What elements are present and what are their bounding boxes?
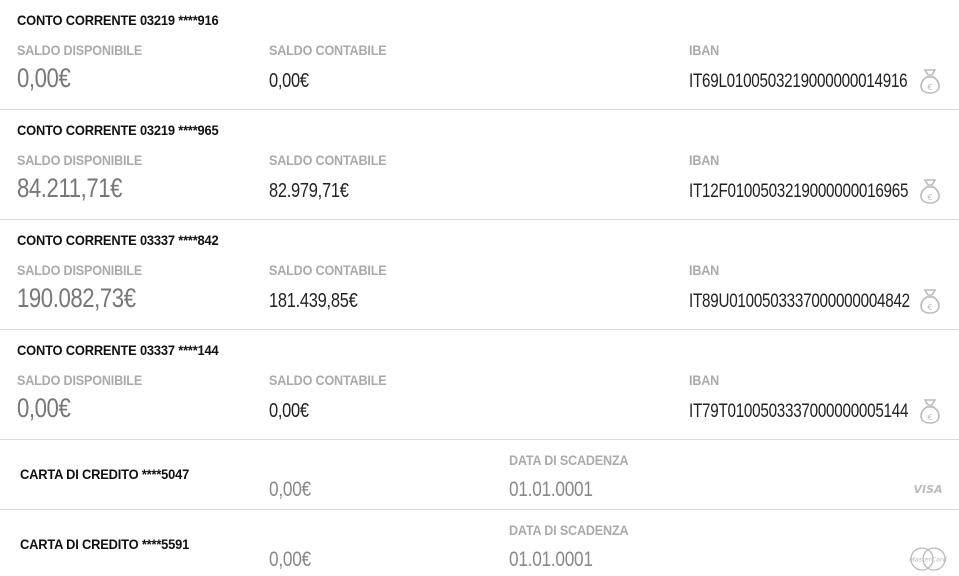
accounting-balance: 0,00€ (269, 400, 309, 422)
money-bag-euro-icon[interactable]: € (915, 66, 945, 96)
accounting-balance-label: SALDO CONTABILE (269, 372, 387, 388)
visa-logo-icon: VISA (913, 483, 942, 496)
card-title: CARTA DI CREDITO ****5047 (20, 466, 190, 482)
svg-text:€: € (927, 83, 932, 92)
card-amount: 0,00€ (269, 478, 311, 501)
expiry-date: 01.01.0001 (509, 478, 593, 501)
account-row[interactable]: CONTO CORRENTE 03219 ****965 SALDO DISPO… (0, 110, 959, 220)
accounting-balance-label: SALDO CONTABILE (269, 152, 387, 168)
available-balance-label: SALDO DISPONIBILE (17, 42, 143, 58)
credit-card-row[interactable]: CARTA DI CREDITO ****5591 0,00€ DATA DI … (0, 510, 959, 576)
available-balance-label: SALDO DISPONIBILE (17, 262, 143, 278)
account-title: CONTO CORRENTE 03337 ****144 (17, 342, 219, 358)
iban-value: IT79T0100503337000000005144 (689, 401, 909, 422)
expiry-date: 01.01.0001 (509, 548, 593, 571)
card-amount: 0,00€ (269, 548, 311, 571)
iban-label: IBAN (689, 42, 720, 58)
account-row[interactable]: CONTO CORRENTE 03219 ****916 SALDO DISPO… (0, 0, 959, 110)
accounting-balance: 0,00€ (269, 70, 309, 92)
iban-label: IBAN (689, 262, 720, 278)
iban-value: IT69L0100503219000000014916 (689, 71, 908, 92)
available-balance: 84.211,71€ (17, 173, 123, 203)
visa-brand-text: VISA (913, 483, 942, 496)
accounting-balance-label: SALDO CONTABILE (269, 262, 387, 278)
accounting-balance: 181.439,85€ (269, 290, 358, 312)
mastercard-brand-text: MasterCard (909, 556, 947, 564)
account-title: CONTO CORRENTE 03219 ****965 (17, 122, 219, 138)
available-balance: 0,00€ (17, 63, 71, 93)
available-balance: 0,00€ (17, 393, 71, 423)
card-title: CARTA DI CREDITO ****5591 (20, 536, 190, 552)
available-balance-label: SALDO DISPONIBILE (17, 152, 143, 168)
account-row[interactable]: CONTO CORRENTE 03337 ****842 SALDO DISPO… (0, 220, 959, 330)
accounting-balance-label: SALDO CONTABILE (269, 42, 387, 58)
expiry-label: DATA DI SCADENZA (509, 522, 629, 538)
account-title: CONTO CORRENTE 03219 ****916 (17, 12, 219, 28)
available-balance: 190.082,73€ (17, 283, 136, 313)
iban-value: IT12F0100503219000000016965 (689, 181, 909, 202)
iban-value: IT89U0100503337000000004842 (689, 291, 910, 312)
accounting-balance: 82.979,71€ (269, 180, 349, 202)
money-bag-euro-icon[interactable]: € (915, 396, 945, 426)
credit-card-row[interactable]: CARTA DI CREDITO ****5047 0,00€ DATA DI … (0, 440, 959, 510)
iban-label: IBAN (689, 372, 720, 388)
account-title: CONTO CORRENTE 03337 ****842 (17, 232, 219, 248)
svg-text:€: € (927, 303, 932, 312)
svg-text:€: € (927, 193, 932, 202)
available-balance-label: SALDO DISPONIBILE (17, 372, 143, 388)
iban-label: IBAN (689, 152, 720, 168)
money-bag-euro-icon[interactable]: € (915, 286, 945, 316)
account-row[interactable]: CONTO CORRENTE 03337 ****144 SALDO DISPO… (0, 330, 959, 440)
expiry-label: DATA DI SCADENZA (509, 452, 629, 468)
svg-text:€: € (927, 413, 932, 422)
mastercard-logo-icon: MasterCard (909, 547, 948, 571)
money-bag-euro-icon[interactable]: € (915, 176, 945, 206)
